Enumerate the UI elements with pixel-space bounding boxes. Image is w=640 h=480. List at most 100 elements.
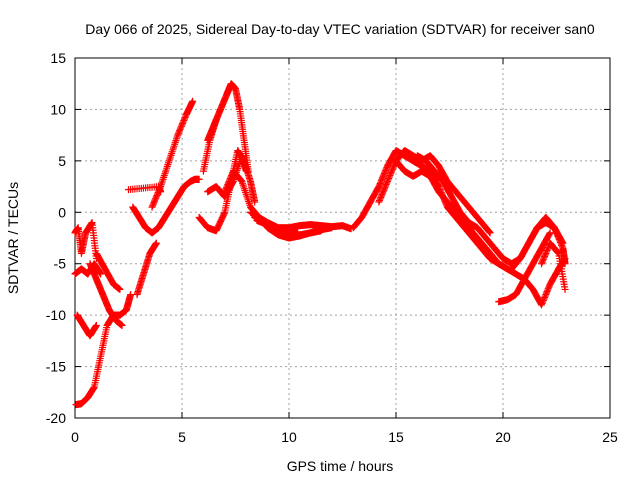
data-point xyxy=(561,285,569,293)
data-point xyxy=(538,301,546,309)
data-point xyxy=(172,137,180,145)
data-point xyxy=(539,296,547,304)
data-point xyxy=(116,285,124,293)
data-point xyxy=(118,321,126,329)
data-point xyxy=(545,283,553,291)
data-point xyxy=(157,188,165,196)
data-point xyxy=(159,175,167,183)
data-point xyxy=(554,233,562,241)
data-point xyxy=(242,190,250,198)
data-point xyxy=(375,197,383,205)
data-point xyxy=(189,97,197,105)
data-point xyxy=(97,270,105,278)
data-point xyxy=(148,203,156,211)
series-trace-x xyxy=(538,239,569,293)
data-point xyxy=(378,175,386,183)
series-trace-h xyxy=(133,239,160,299)
data-point xyxy=(177,124,185,132)
data-point xyxy=(222,185,230,193)
data-point xyxy=(221,186,229,194)
data-point xyxy=(169,144,177,152)
data-point xyxy=(161,170,169,178)
data-point xyxy=(545,230,553,238)
data-point xyxy=(375,181,383,189)
series-trace-g xyxy=(129,175,203,237)
data-point xyxy=(385,174,393,182)
data-point xyxy=(384,176,392,184)
data-point xyxy=(389,164,397,172)
data-point xyxy=(171,138,179,146)
data-point xyxy=(486,228,494,236)
data-point xyxy=(226,174,234,182)
data-point xyxy=(166,153,174,161)
data-point xyxy=(380,171,388,179)
data-point xyxy=(555,235,563,243)
data-point xyxy=(540,295,548,303)
data-point xyxy=(160,172,168,180)
data-point xyxy=(378,191,386,199)
data-point xyxy=(150,197,158,205)
data-point xyxy=(553,248,561,256)
x-tick-label: 10 xyxy=(281,429,297,445)
series-trace-j xyxy=(195,147,259,235)
data-point xyxy=(179,118,187,126)
x-axis-label: GPS time / hours xyxy=(287,458,394,474)
data-points xyxy=(71,80,569,409)
data-point xyxy=(387,169,395,177)
data-point xyxy=(223,182,231,190)
data-point xyxy=(224,180,232,188)
y-tick-label: -10 xyxy=(46,307,66,323)
x-tick-label: 0 xyxy=(71,429,79,445)
data-point xyxy=(382,166,390,174)
data-point xyxy=(542,249,550,257)
data-point xyxy=(212,116,220,124)
data-point xyxy=(539,257,547,265)
y-tick-label: -15 xyxy=(46,359,66,375)
data-point xyxy=(225,177,233,185)
data-point xyxy=(242,188,250,196)
data-point xyxy=(168,148,176,156)
data-point xyxy=(180,116,188,124)
data-point xyxy=(176,125,184,133)
data-point xyxy=(538,260,546,268)
chart-grid xyxy=(75,58,610,418)
data-point xyxy=(170,142,178,150)
series-trace-i xyxy=(148,97,197,211)
series-trace-w xyxy=(508,219,569,273)
data-point xyxy=(178,121,186,129)
data-point xyxy=(127,291,135,299)
series-trace-a xyxy=(72,291,135,409)
data-point xyxy=(390,163,398,171)
data-point xyxy=(176,127,184,135)
data-point xyxy=(224,179,232,187)
data-point xyxy=(555,234,563,242)
data-point xyxy=(541,252,549,260)
data-point xyxy=(163,162,171,170)
data-point xyxy=(149,202,157,210)
x-tick-label: 15 xyxy=(388,429,404,445)
data-point xyxy=(386,170,394,178)
data-point xyxy=(544,286,552,294)
data-point xyxy=(383,179,391,187)
series-trace-v xyxy=(495,229,554,306)
x-axis: 0 5 10 15 20 25 xyxy=(71,58,618,445)
data-point xyxy=(382,165,390,173)
data-point xyxy=(388,166,396,174)
plot-frame xyxy=(74,57,611,419)
series-trace-m xyxy=(204,152,250,201)
series-trace-y xyxy=(125,183,165,196)
data-point xyxy=(163,164,171,172)
series-trace-n xyxy=(221,167,355,233)
data-point xyxy=(388,167,396,175)
series-trace-t xyxy=(392,157,511,273)
series-trace-l xyxy=(199,116,220,175)
data-point xyxy=(375,198,383,206)
data-point xyxy=(381,168,389,176)
data-point xyxy=(158,177,166,185)
data-point xyxy=(161,168,169,176)
data-point xyxy=(153,191,161,199)
data-point xyxy=(152,193,160,201)
data-point xyxy=(383,177,391,185)
data-point xyxy=(152,239,160,247)
data-point xyxy=(552,227,560,235)
